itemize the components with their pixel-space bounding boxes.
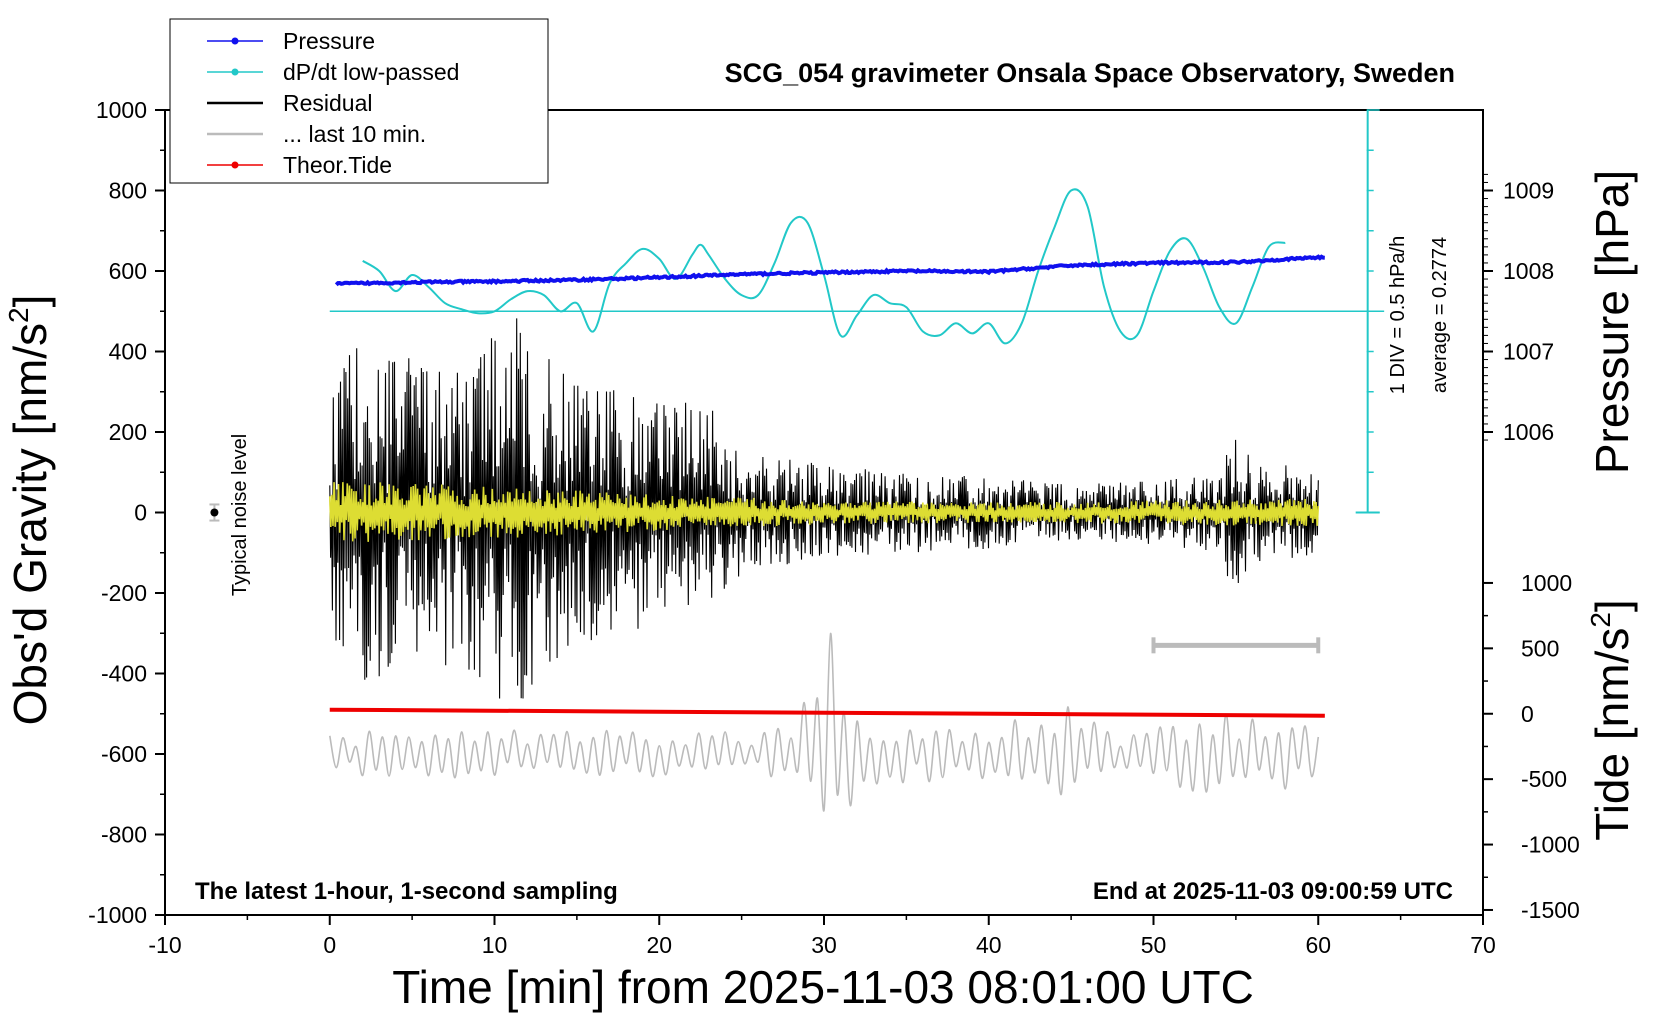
legend-marker: [231, 37, 239, 45]
pressure-scale-label: 1 DIV = 0.5 hPa/h: [1387, 236, 1409, 394]
x-tick-label: 70: [1470, 932, 1496, 958]
axes-layer: 10008006004002000-200-400-600-800-1000-1…: [88, 97, 1580, 958]
pressure-average-label: average = 0.2774: [1429, 237, 1451, 393]
y-tick-label: 400: [109, 339, 147, 365]
x-tick-label: 20: [646, 932, 672, 958]
y-tick-label: -800: [101, 822, 147, 848]
last-10-min-line: [329, 632, 1320, 812]
legend: Pressure dP/dt low-passed Residual ... last…: [169, 18, 549, 184]
pressure-tick-label: 1006: [1503, 419, 1554, 445]
y-axis-title-gravity: Obs'd Gravity [nm/s2]: [3, 295, 56, 726]
y-tick-label: 0: [134, 500, 147, 526]
tide-tick-label: -1500: [1521, 897, 1580, 923]
series-layer: [209, 109, 1385, 812]
tide-tick-label: -1000: [1521, 832, 1580, 858]
x-tick-label: 0: [323, 932, 336, 958]
x-tick-label: 60: [1305, 932, 1331, 958]
footer-left: The latest 1-hour, 1-second sampling: [195, 878, 618, 905]
tide-tick-label: 500: [1521, 635, 1559, 661]
y-axis-title-pressure: Pressure [hPa]: [1586, 170, 1638, 474]
y-axis-title-gravity-end: ]: [4, 295, 56, 308]
legend-marker: [231, 161, 239, 169]
x-tick-label: 40: [976, 932, 1002, 958]
y-axis-title-gravity-sup: 2: [3, 307, 34, 323]
y-tick-label: -400: [101, 661, 147, 687]
x-tick-label: 10: [482, 932, 508, 958]
x-tick-label: 30: [811, 932, 837, 958]
y-axis-title-tide-main: Tide [nm/s: [1586, 628, 1638, 841]
pressure-tick-label: 1009: [1503, 178, 1554, 204]
legend-label: Pressure: [283, 28, 375, 54]
y-tick-label: -1000: [88, 902, 147, 928]
y-axis-title-tide: Tide [nm/s2]: [1585, 599, 1638, 840]
y-axis-title-gravity-main: Obs'd Gravity [nm/s: [4, 323, 56, 725]
noise-level-label: Typical noise level: [229, 434, 251, 596]
legend-box: [169, 18, 549, 184]
legend-label: Residual: [283, 90, 373, 116]
noise-marker: [210, 508, 219, 517]
y-axis-title-tide-sup: 2: [1585, 612, 1616, 628]
x-tick-label: -10: [148, 932, 181, 958]
y-tick-label: -600: [101, 741, 147, 767]
y-axis-title-tide-end: ]: [1586, 599, 1638, 612]
tide-tick-label: 0: [1521, 701, 1534, 727]
footer-right: End at 2025-11-03 09:00:59 UTC: [1093, 878, 1453, 905]
legend-marker: [231, 68, 239, 76]
x-axis-title: Time [min] from 2025-11-03 08:01:00 UTC: [392, 961, 1254, 1013]
tide-tick-label: 1000: [1521, 570, 1572, 596]
y-tick-label: 1000: [96, 97, 147, 123]
tide-tick-label: -500: [1521, 766, 1567, 792]
pressure-tick-label: 1007: [1503, 339, 1554, 365]
y-tick-label: -200: [101, 580, 147, 606]
legend-label: dP/dt low-passed: [283, 59, 459, 85]
y-tick-label: 600: [109, 258, 147, 284]
x-tick-label: 50: [1141, 932, 1167, 958]
chart-title: SCG_054 gravimeter Onsala Space Observat…: [725, 58, 1455, 88]
pressure-line: [334, 254, 1325, 287]
pressure-tick-label: 1008: [1503, 258, 1554, 284]
theor-tide-line: [329, 707, 1325, 718]
legend-label: Theor.Tide: [283, 152, 392, 178]
residual-lowpass-line: [329, 482, 1320, 542]
legend-label: ... last 10 min.: [283, 121, 426, 147]
y-tick-label: 800: [109, 178, 147, 204]
y-tick-label: 200: [109, 419, 147, 445]
dpdt-line: [362, 188, 1286, 345]
